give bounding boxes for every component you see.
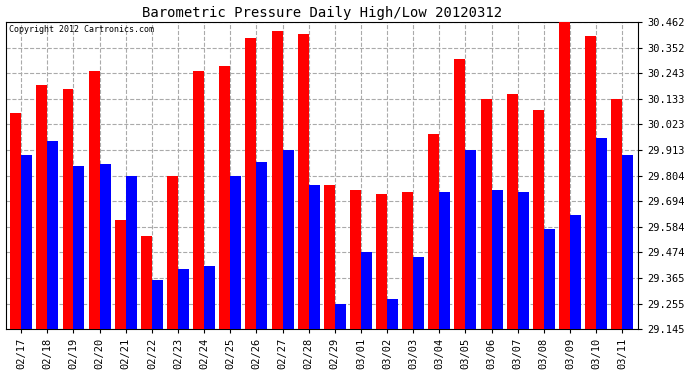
Bar: [10, 113, 21, 329]
Bar: [402, 192, 413, 329]
Bar: [115, 220, 126, 329]
Bar: [387, 299, 398, 329]
Bar: [361, 252, 372, 329]
Bar: [544, 229, 555, 329]
Bar: [88, 71, 99, 329]
Bar: [491, 190, 502, 329]
Bar: [324, 185, 335, 329]
Bar: [48, 141, 59, 329]
Bar: [376, 194, 387, 329]
Bar: [63, 90, 74, 329]
Bar: [596, 138, 607, 329]
Bar: [37, 85, 48, 329]
Bar: [141, 236, 152, 329]
Bar: [282, 150, 293, 329]
Bar: [440, 192, 451, 329]
Bar: [506, 94, 518, 329]
Bar: [297, 33, 308, 329]
Bar: [350, 190, 361, 329]
Bar: [257, 162, 268, 329]
Bar: [559, 22, 570, 329]
Bar: [533, 111, 544, 329]
Bar: [167, 176, 178, 329]
Bar: [413, 257, 424, 329]
Bar: [335, 303, 346, 329]
Bar: [126, 176, 137, 329]
Bar: [152, 280, 163, 329]
Bar: [219, 66, 230, 329]
Bar: [570, 215, 581, 329]
Bar: [518, 192, 529, 329]
Bar: [178, 268, 189, 329]
Bar: [246, 38, 257, 329]
Bar: [204, 266, 215, 329]
Bar: [611, 99, 622, 329]
Bar: [193, 71, 204, 329]
Bar: [455, 59, 466, 329]
Bar: [272, 31, 282, 329]
Bar: [308, 185, 319, 329]
Bar: [481, 99, 491, 329]
Bar: [622, 155, 633, 329]
Bar: [585, 36, 596, 329]
Bar: [74, 166, 84, 329]
Bar: [428, 134, 440, 329]
Bar: [466, 150, 476, 329]
Text: Copyright 2012 Cartronics.com: Copyright 2012 Cartronics.com: [9, 25, 154, 34]
Bar: [230, 176, 241, 329]
Title: Barometric Pressure Daily High/Low 20120312: Barometric Pressure Daily High/Low 20120…: [141, 6, 502, 20]
Bar: [21, 155, 32, 329]
Bar: [99, 164, 110, 329]
